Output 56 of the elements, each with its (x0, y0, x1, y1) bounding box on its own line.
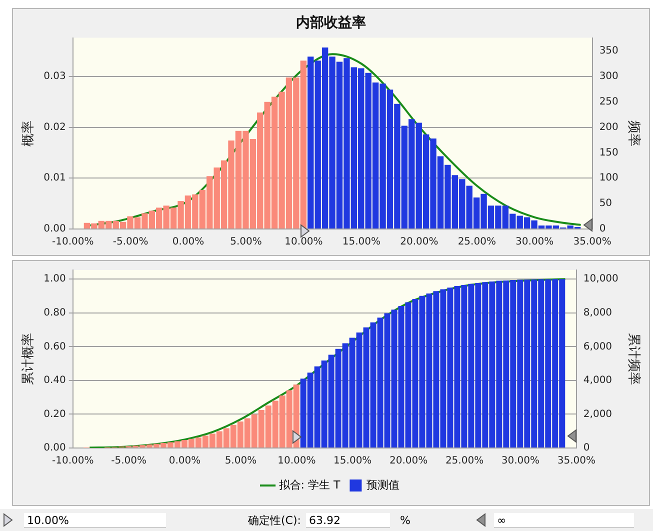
legend-label: 预测值 (366, 478, 400, 492)
legend-label: 拟合: 学生 T (278, 478, 340, 492)
chart-title: 内部收益率 (296, 14, 366, 32)
x-tick-label: 20.00% (400, 236, 438, 248)
y2-tick-label: 2,000 (583, 408, 612, 420)
y-tick-label: 0.01 (44, 172, 66, 184)
text: 10.00% (24, 513, 166, 528)
x-tick-label: -5.00% (111, 456, 147, 467)
x-tick-label: 5.00% (224, 456, 257, 467)
y2-tick-label: 10,000 (583, 274, 618, 285)
x-tick-label: 0.00% (168, 456, 201, 467)
y2-tick-label: 50 (599, 198, 612, 210)
x-tick-label: 0.00% (172, 236, 204, 248)
y-tick-label: 0.60 (44, 341, 66, 352)
x-tick-label: 25.00% (445, 456, 484, 467)
x-tick-label: 15.00% (342, 236, 381, 248)
y2-axis-title: 累计频率 (626, 333, 642, 385)
y-tick-label: 0.80 (44, 307, 66, 318)
text: 确定性(C): (248, 513, 301, 528)
y2-tick-label: 6,000 (583, 341, 612, 352)
y2-axis-title: 频率 (626, 120, 642, 146)
y-tick-label: 1.00 (44, 274, 66, 285)
y2-tick-label: 0 (599, 224, 606, 235)
y2-tick-label: 250 (599, 96, 618, 108)
text: % (400, 513, 410, 528)
x-tick-label: 5.00% (230, 236, 262, 248)
y-axis-title: 概率 (20, 120, 36, 146)
y-tick-label: 0.40 (44, 375, 66, 386)
y-tick-label: 0.20 (44, 408, 66, 420)
y2-tick-label: 8,000 (583, 307, 612, 318)
x-tick-label: 20.00% (389, 456, 428, 467)
y2-tick-label: 0 (583, 442, 590, 454)
x-tick-label: 30.00% (501, 456, 540, 467)
x-tick-label: -10.00% (52, 236, 94, 248)
x-tick-label: 30.00% (516, 236, 554, 248)
text: 63.92 (306, 513, 390, 528)
y-tick-label: 0.03 (44, 71, 66, 82)
y2-tick-label: 300 (599, 71, 618, 82)
x-tick-label: 10.00% (284, 236, 323, 248)
x-tick-label: 15.00% (334, 456, 372, 467)
y-tick-label: 0.02 (44, 122, 66, 133)
y2-tick-label: 100 (599, 172, 618, 184)
y2-tick-label: 200 (599, 122, 618, 133)
x-tick-label: 35.00% (557, 456, 596, 467)
text: ∞ (494, 513, 634, 528)
x-tick-label: 35.00% (573, 236, 612, 248)
x-tick-label: -10.00% (52, 456, 94, 467)
x-tick-label: 10.00% (278, 456, 316, 467)
x-tick-label: -5.00% (112, 236, 148, 248)
y2-tick-label: 150 (599, 147, 618, 158)
x-tick-label: 25.00% (458, 236, 496, 248)
y-tick-label: 0.00 (44, 442, 66, 454)
y-tick-label: 0.00 (44, 224, 66, 235)
y-axis-title: 累计概率 (20, 333, 36, 385)
y2-tick-label: 350 (599, 46, 618, 57)
y2-tick-label: 4,000 (583, 375, 612, 386)
